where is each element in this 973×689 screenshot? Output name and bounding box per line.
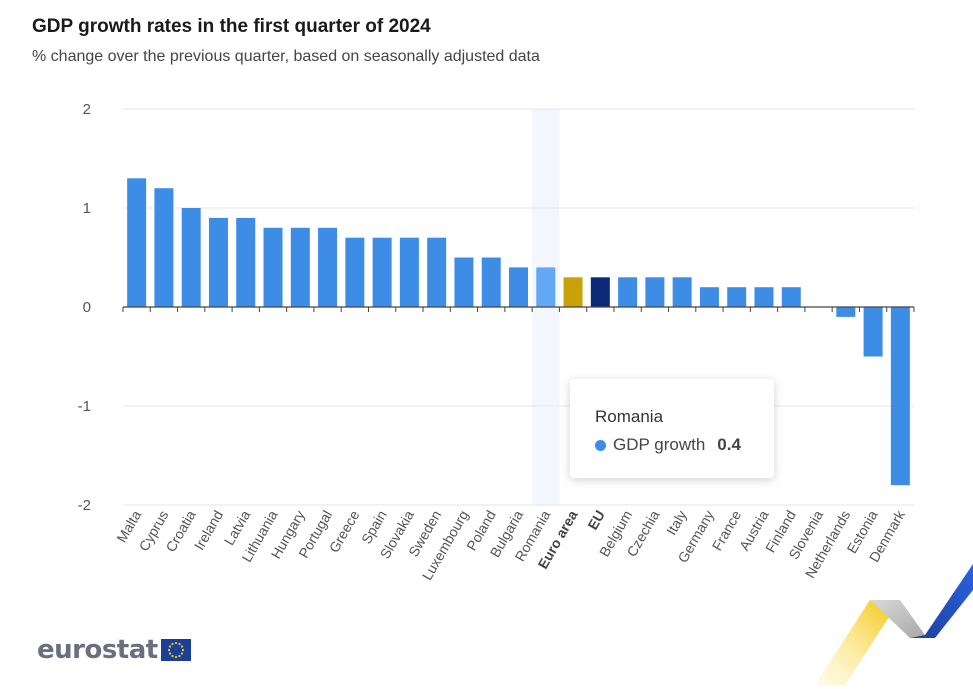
logo-text: eurostat <box>37 635 158 665</box>
chart-tooltip: Romania GDP growth 0.4 <box>570 379 774 478</box>
bar <box>454 257 474 307</box>
bar <box>318 227 338 307</box>
bar <box>263 227 283 307</box>
eu-flag-icon <box>160 639 191 661</box>
bar <box>372 237 392 307</box>
x-tick-label: Italy <box>663 508 690 538</box>
y-tick-label: -2 <box>78 497 91 514</box>
tooltip-row: GDP growth 0.4 <box>595 435 774 455</box>
tooltip-value: 0.4 <box>717 435 741 454</box>
bar <box>863 307 883 357</box>
chart-subtitle: % change over the previous quarter, base… <box>32 48 540 65</box>
bar <box>672 277 692 307</box>
bar <box>645 277 665 307</box>
bar-chart: 210-1-2MaltaCyprusCroatiaIrelandLatviaLi… <box>78 101 915 583</box>
y-tick-label: 1 <box>83 200 91 217</box>
bar <box>236 217 256 307</box>
chart-title: GDP growth rates in the first quarter of… <box>32 16 431 37</box>
bar <box>481 257 501 307</box>
bar <box>590 277 610 307</box>
bar <box>208 217 228 307</box>
bar <box>427 237 447 307</box>
bar <box>727 287 747 307</box>
bar <box>509 267 528 307</box>
bar <box>563 277 583 307</box>
bar <box>836 307 856 317</box>
bar <box>399 237 419 307</box>
bar <box>345 237 365 307</box>
bar <box>781 287 801 307</box>
y-tick-label: 2 <box>83 101 91 118</box>
bar <box>536 267 556 307</box>
series-dot-icon <box>595 439 606 451</box>
bar <box>290 227 310 307</box>
y-tick-label: 0 <box>83 299 91 316</box>
bar <box>754 287 774 307</box>
bar <box>890 307 910 486</box>
x-tick-label: EU <box>584 508 608 533</box>
bar <box>618 277 638 307</box>
bar <box>127 178 147 307</box>
brand-swoosh-icon <box>815 564 973 685</box>
bar <box>699 287 719 307</box>
tooltip-series-label: GDP growth <box>613 435 706 454</box>
eurostat-logo[interactable]: eurostat <box>37 635 191 665</box>
bar <box>181 208 201 307</box>
tooltip-country: Romania <box>595 407 664 426</box>
bar <box>154 188 174 307</box>
y-tick-label: -1 <box>78 398 91 415</box>
